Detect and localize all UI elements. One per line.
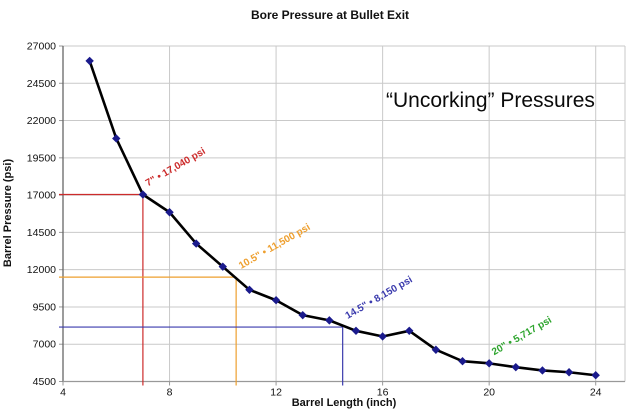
x-tick-label: 12 bbox=[270, 387, 282, 399]
data-point-marker bbox=[325, 316, 334, 325]
uncorking-pressures-label: “Uncorking” Pressures bbox=[386, 89, 595, 112]
series-line bbox=[88, 59, 598, 377]
y-tick-label: 19500 bbox=[27, 152, 56, 164]
x-tick-label: 20 bbox=[483, 387, 495, 399]
data-point-marker bbox=[511, 362, 520, 372]
data-point-marker bbox=[378, 332, 387, 341]
data-point-marker bbox=[218, 262, 228, 271]
annotation-label: 20" • 5,717 psi bbox=[490, 315, 554, 358]
y-tick-label: 17000 bbox=[27, 190, 56, 202]
y-tick-label: 12000 bbox=[27, 264, 56, 276]
data-point-marker bbox=[85, 56, 94, 66]
y-tick-label: 14500 bbox=[27, 227, 56, 239]
x-tick-label: 16 bbox=[377, 387, 389, 399]
y-tick-label: 22000 bbox=[27, 115, 56, 127]
annotation-label: 7" • 17,040 psi bbox=[144, 146, 208, 189]
data-point-marker bbox=[431, 345, 441, 354]
data-point-marker bbox=[298, 310, 307, 320]
data-point-marker bbox=[458, 357, 467, 366]
data-point-marker bbox=[165, 208, 174, 217]
y-tick-label: 27000 bbox=[27, 41, 56, 53]
data-point-marker bbox=[564, 368, 574, 377]
data-point-marker bbox=[271, 296, 281, 305]
x-axis-title: Barrel Length (inch) bbox=[291, 397, 397, 409]
x-tick-label: 24 bbox=[590, 387, 602, 399]
x-tick-label: 4 bbox=[60, 387, 66, 399]
chart-title: Bore Pressure at Bullet Exit bbox=[250, 8, 410, 22]
y-tick-label: 4500 bbox=[33, 376, 57, 388]
y-tick-label: 24500 bbox=[27, 78, 56, 90]
annotation-label: 10.5" • 11,500 psi bbox=[237, 222, 312, 272]
data-point-marker bbox=[405, 326, 414, 336]
data-point-marker bbox=[484, 359, 494, 368]
data-point-marker bbox=[112, 134, 121, 143]
data-point-marker bbox=[538, 366, 547, 375]
y-tick-label: 9500 bbox=[33, 301, 57, 313]
annotation-label: 14.5" • 8,150 psi bbox=[344, 274, 415, 321]
y-tick-label: 7000 bbox=[33, 339, 57, 351]
data-point-marker bbox=[245, 285, 254, 294]
x-tick-label: 8 bbox=[167, 387, 173, 399]
data-point-marker bbox=[191, 239, 201, 248]
data-point-marker bbox=[591, 371, 600, 380]
data-point-marker bbox=[138, 190, 148, 199]
data-point-marker bbox=[351, 326, 361, 336]
